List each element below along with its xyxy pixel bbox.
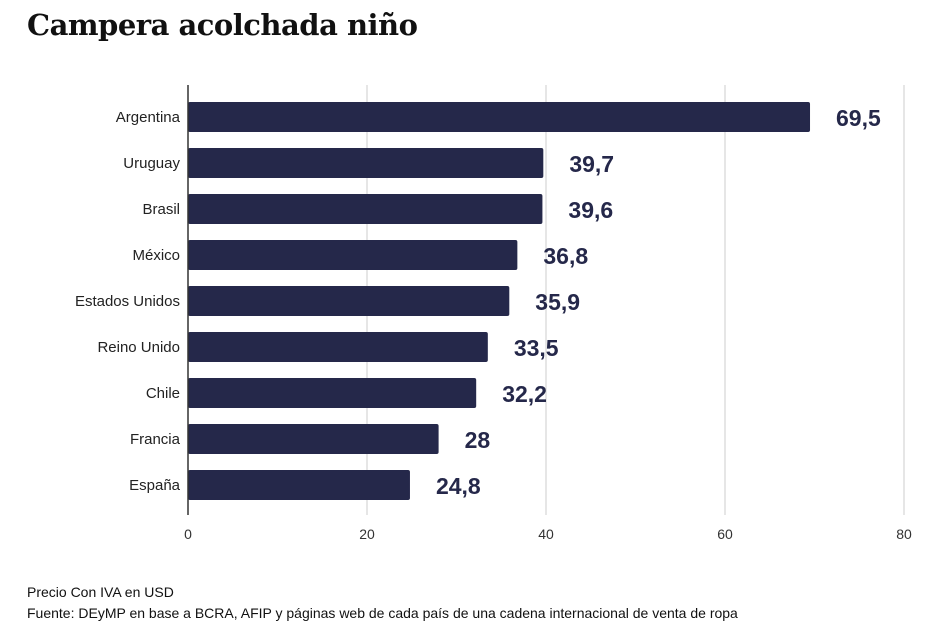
bar (188, 240, 518, 270)
bar (188, 194, 543, 224)
category-label: Estados Unidos (75, 293, 180, 310)
data-label: 35,9 (535, 289, 580, 315)
x-tick-label: 80 (896, 526, 912, 542)
category-label: España (129, 477, 181, 494)
x-tick-label: 20 (359, 526, 375, 542)
data-label: 33,5 (514, 335, 559, 361)
category-label: Chile (146, 385, 180, 402)
x-tick-label: 40 (538, 526, 554, 542)
bar (188, 424, 439, 454)
data-label: 69,5 (836, 105, 881, 131)
category-label: Reino Unido (97, 339, 180, 356)
category-label: México (132, 247, 180, 264)
unit-note: Precio Con IVA en USD (27, 584, 174, 600)
category-label: Argentina (116, 109, 181, 126)
category-label: Uruguay (123, 155, 180, 172)
bar-chart: 0 20 40 60 80 Argentina 69,5 Uruguay 39,7 Brasil 3… (75, 85, 912, 542)
data-label: 36,8 (543, 243, 588, 269)
bar (188, 470, 410, 500)
bar (188, 332, 488, 362)
bar (188, 102, 811, 132)
source-note: Fuente: DEyMP en base a BCRA, AFIP y pág… (27, 605, 738, 621)
x-tick-label: 0 (184, 526, 192, 542)
category-label: Brasil (142, 201, 180, 218)
x-tick-label: 60 (717, 526, 733, 542)
bar (188, 148, 544, 178)
bar (188, 286, 510, 316)
data-label: 39,6 (568, 197, 613, 223)
category-label: Francia (130, 431, 181, 448)
data-label: 28 (465, 427, 491, 453)
data-label: 24,8 (436, 473, 481, 499)
data-label: 32,2 (502, 381, 547, 407)
data-label: 39,7 (569, 151, 614, 177)
chart-title: Campera acolchada niño (27, 8, 418, 42)
bar (188, 378, 477, 408)
